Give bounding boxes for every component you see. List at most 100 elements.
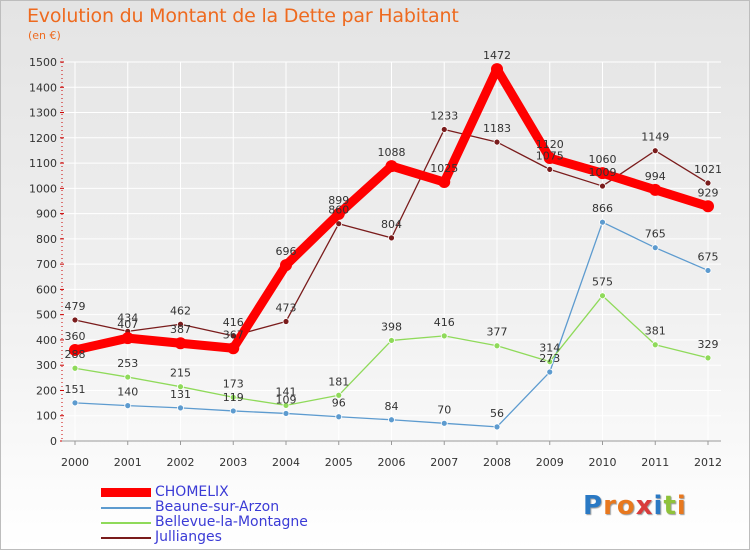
x-tick-label: 2004 (272, 456, 300, 469)
data-label: 367 (223, 328, 244, 341)
data-label: 416 (223, 316, 244, 329)
x-tick-label: 2006 (378, 456, 406, 469)
legend-label: Bellevue-la-Montagne (155, 514, 308, 530)
data-label: 899 (328, 194, 349, 207)
data-label: 398 (381, 320, 402, 333)
data-point (599, 218, 606, 226)
data-point (177, 404, 184, 412)
axes: 0 100 200 300 400 500 600 700 800 900 1000 1100 1200… (29, 56, 722, 469)
data-point (543, 152, 556, 165)
y-tick-label: 1400 (29, 81, 57, 94)
data-label: 140 (117, 386, 138, 399)
data-point (596, 167, 609, 180)
data-point (599, 292, 606, 300)
legend-label: Beaune-sur-Arzon (155, 499, 280, 515)
data-label: 314 (539, 342, 560, 355)
data-label: 109 (276, 393, 297, 406)
y-tick-label: 200 (36, 384, 57, 397)
data-label: 860 (328, 204, 349, 217)
data-label: 119 (223, 391, 244, 404)
data-point (227, 342, 240, 355)
legend-item: Beaune-sur-Arzon (101, 500, 308, 515)
legend-item: CHOMELIX (101, 485, 308, 500)
x-tick-label: 2001 (114, 456, 142, 469)
data-point (651, 341, 659, 349)
data-label: 866 (592, 202, 613, 215)
y-tick-label: 100 (36, 410, 57, 423)
data-label: 929 (698, 186, 719, 199)
data-point (440, 419, 448, 427)
data-point (174, 337, 187, 350)
x-tick-label: 2008 (483, 456, 511, 469)
data-point (282, 318, 290, 325)
data-labels: 360 407 387 367 696 899 1088 1025 1472 1120 1060 99… (65, 49, 723, 420)
data-point (438, 176, 451, 189)
data-label: 96 (332, 397, 346, 410)
chart-title: Evolution du Montant de la Dette par Hab… (27, 5, 459, 27)
y-tick-label: 1500 (29, 56, 57, 69)
y-tick-label: 400 (36, 334, 57, 347)
data-point (282, 401, 290, 409)
y-tick-label: 500 (36, 309, 57, 322)
data-label: 1009 (589, 166, 617, 179)
legend-swatch (101, 488, 151, 497)
data-point (335, 391, 343, 399)
data-point (546, 358, 554, 366)
data-point (229, 407, 237, 415)
y-tick-label: 0 (50, 435, 57, 448)
legend-swatch (101, 536, 151, 539)
data-point (71, 399, 79, 407)
y-tick-label: 1300 (29, 107, 57, 120)
data-label: 387 (170, 323, 191, 336)
data-point (546, 165, 554, 173)
data-label: 479 (65, 300, 86, 313)
data-point (124, 402, 132, 410)
data-label: 1088 (378, 146, 406, 159)
data-label: 84 (385, 400, 399, 413)
data-point (704, 179, 712, 187)
data-label: 407 (117, 318, 138, 331)
series-lines (69, 63, 714, 431)
x-tick-label: 2011 (641, 456, 669, 469)
data-label: 141 (276, 385, 297, 398)
data-point (704, 354, 712, 362)
y-tick-label: 300 (36, 359, 57, 372)
data-label: 416 (434, 316, 455, 329)
x-tick-label: 2010 (589, 456, 617, 469)
x-tick-label: 2002 (167, 456, 195, 469)
data-label: 56 (490, 407, 504, 420)
data-point (388, 234, 395, 242)
data-label: 1060 (589, 153, 617, 166)
data-label: 675 (698, 250, 719, 263)
data-label: 575 (592, 276, 613, 289)
data-label: 994 (645, 170, 666, 183)
x-tick-label: 2003 (219, 456, 247, 469)
data-point (71, 364, 79, 372)
data-label: 765 (645, 228, 666, 241)
y-tick-label: 600 (36, 283, 57, 296)
data-label: 1149 (641, 131, 669, 144)
data-label: 181 (328, 375, 349, 388)
data-point (335, 220, 343, 228)
data-label: 288 (65, 348, 86, 361)
data-point (388, 337, 395, 344)
y-tick-label: 800 (36, 233, 57, 246)
data-label: 360 (65, 330, 86, 343)
data-point (649, 183, 662, 196)
data-point (546, 368, 554, 376)
data-label: 70 (437, 403, 451, 416)
data-label: 131 (170, 388, 191, 401)
data-point (177, 383, 184, 391)
data-label: 473 (276, 301, 297, 314)
data-label: 804 (381, 218, 402, 231)
data-point (599, 182, 606, 190)
data-label: 1075 (536, 149, 564, 162)
data-label: 173 (223, 377, 244, 390)
data-label: 1183 (483, 122, 511, 135)
y-tick-label: 1100 (29, 157, 57, 170)
data-point (177, 320, 184, 328)
data-point (493, 423, 501, 431)
data-point (440, 126, 448, 133)
data-label: 253 (117, 357, 138, 370)
